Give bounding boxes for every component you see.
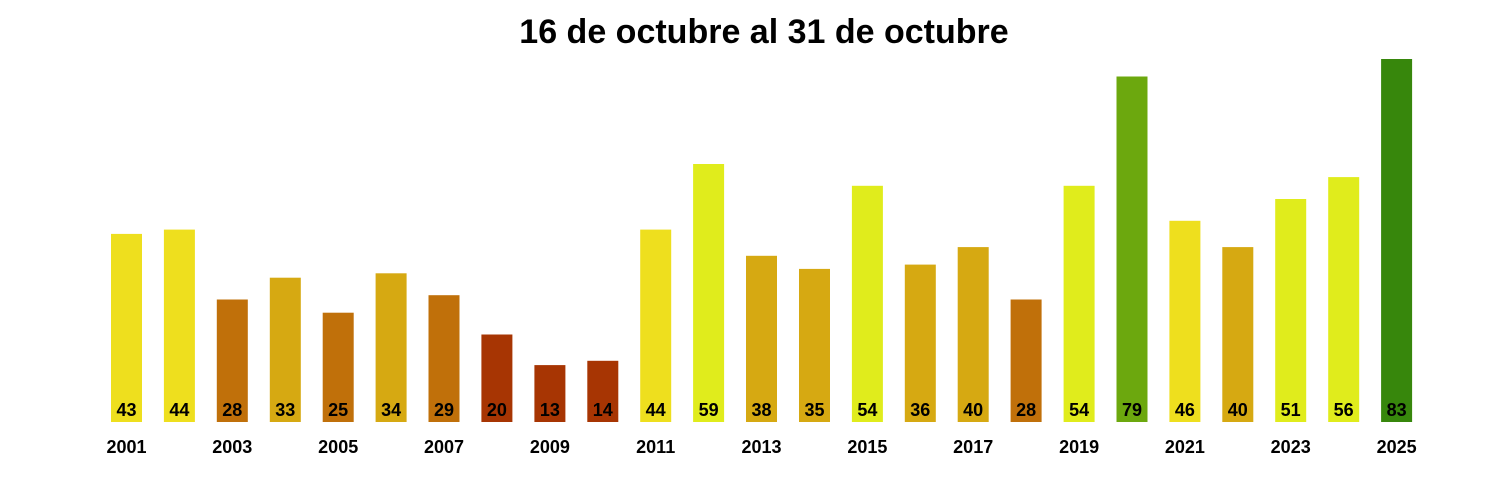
- bar-2005: [322, 312, 354, 422]
- bar-2023: [1275, 199, 1307, 422]
- bar-2011: [640, 229, 672, 422]
- value-label-2021: 46: [1175, 400, 1195, 420]
- bar-2015: [851, 185, 883, 422]
- bar-2009: [534, 365, 566, 422]
- value-label-2020: 79: [1122, 400, 1142, 420]
- bar-2008: [481, 334, 513, 422]
- bar-2017: [957, 247, 989, 422]
- value-label-2018: 28: [1016, 400, 1036, 420]
- bar-2012: [693, 164, 725, 422]
- value-label-2016: 36: [910, 400, 930, 420]
- value-label-2009: 13: [540, 400, 560, 420]
- x-tick-label-2017: 2017: [953, 437, 993, 457]
- x-tick-label-2003: 2003: [212, 437, 252, 457]
- bar-2014: [799, 268, 830, 422]
- bars-group: [111, 59, 1413, 422]
- value-label-2002: 44: [169, 400, 189, 420]
- bar-2025: [1381, 59, 1413, 422]
- value-label-2022: 40: [1228, 400, 1248, 420]
- value-label-2014: 35: [804, 400, 824, 420]
- bar-2001: [111, 233, 142, 422]
- bar-2024: [1328, 177, 1360, 422]
- x-tick-label-2005: 2005: [318, 437, 358, 457]
- bar-2018: [1010, 299, 1042, 422]
- bar-2021: [1169, 220, 1201, 422]
- bar-2019: [1063, 185, 1095, 422]
- bar-2004: [269, 277, 301, 422]
- value-label-2011: 44: [646, 400, 666, 420]
- bar-2007: [428, 295, 460, 422]
- x-tick-label-2015: 2015: [847, 437, 887, 457]
- value-label-2008: 20: [487, 400, 507, 420]
- bar-2016: [904, 264, 936, 422]
- bar-2020: [1116, 76, 1148, 422]
- value-label-2004: 33: [275, 400, 295, 420]
- x-tick-label-2023: 2023: [1271, 437, 1311, 457]
- value-label-2012: 59: [699, 400, 719, 420]
- bar-2010: [587, 360, 619, 422]
- value-label-2023: 51: [1281, 400, 1301, 420]
- value-label-2010: 14: [593, 400, 613, 420]
- chart-title: 16 de octubre al 31 de octubre: [519, 13, 1008, 51]
- bar-2006: [375, 273, 407, 422]
- x-tick-label-2021: 2021: [1165, 437, 1205, 457]
- x-tick-label-2025: 2025: [1377, 437, 1417, 457]
- value-label-2001: 43: [116, 400, 136, 420]
- x-axis-ticks: 2001 2003 2005 2007 2009 2011 2013 2015 2017 2019…: [106, 437, 1416, 457]
- bar-2022: [1222, 247, 1254, 422]
- value-label-2019: 54: [1069, 400, 1089, 420]
- x-tick-label-2013: 2013: [741, 437, 781, 457]
- value-label-2015: 54: [857, 400, 877, 420]
- bar-2002: [163, 229, 195, 422]
- bar-2013: [746, 255, 777, 422]
- value-label-2013: 38: [751, 400, 771, 420]
- x-tick-label-2009: 2009: [530, 437, 570, 457]
- value-label-2024: 56: [1334, 400, 1354, 420]
- value-label-2025: 83: [1387, 400, 1407, 420]
- value-label-2017: 40: [963, 400, 983, 420]
- x-tick-label-2019: 2019: [1059, 437, 1099, 457]
- x-tick-label-2011: 2011: [636, 437, 675, 457]
- value-label-2007: 29: [434, 400, 454, 420]
- x-tick-label-2001: 2001: [106, 437, 146, 457]
- x-tick-label-2007: 2007: [424, 437, 464, 457]
- value-label-2006: 34: [381, 400, 401, 420]
- bar-2003: [216, 299, 248, 422]
- value-label-2005: 25: [328, 400, 348, 420]
- value-labels-group: 43 44 28 33 25 34 29 20 13 14 44 59 38 35 54 36 40 28 54 79…: [116, 400, 1406, 420]
- value-label-2003: 28: [222, 400, 242, 420]
